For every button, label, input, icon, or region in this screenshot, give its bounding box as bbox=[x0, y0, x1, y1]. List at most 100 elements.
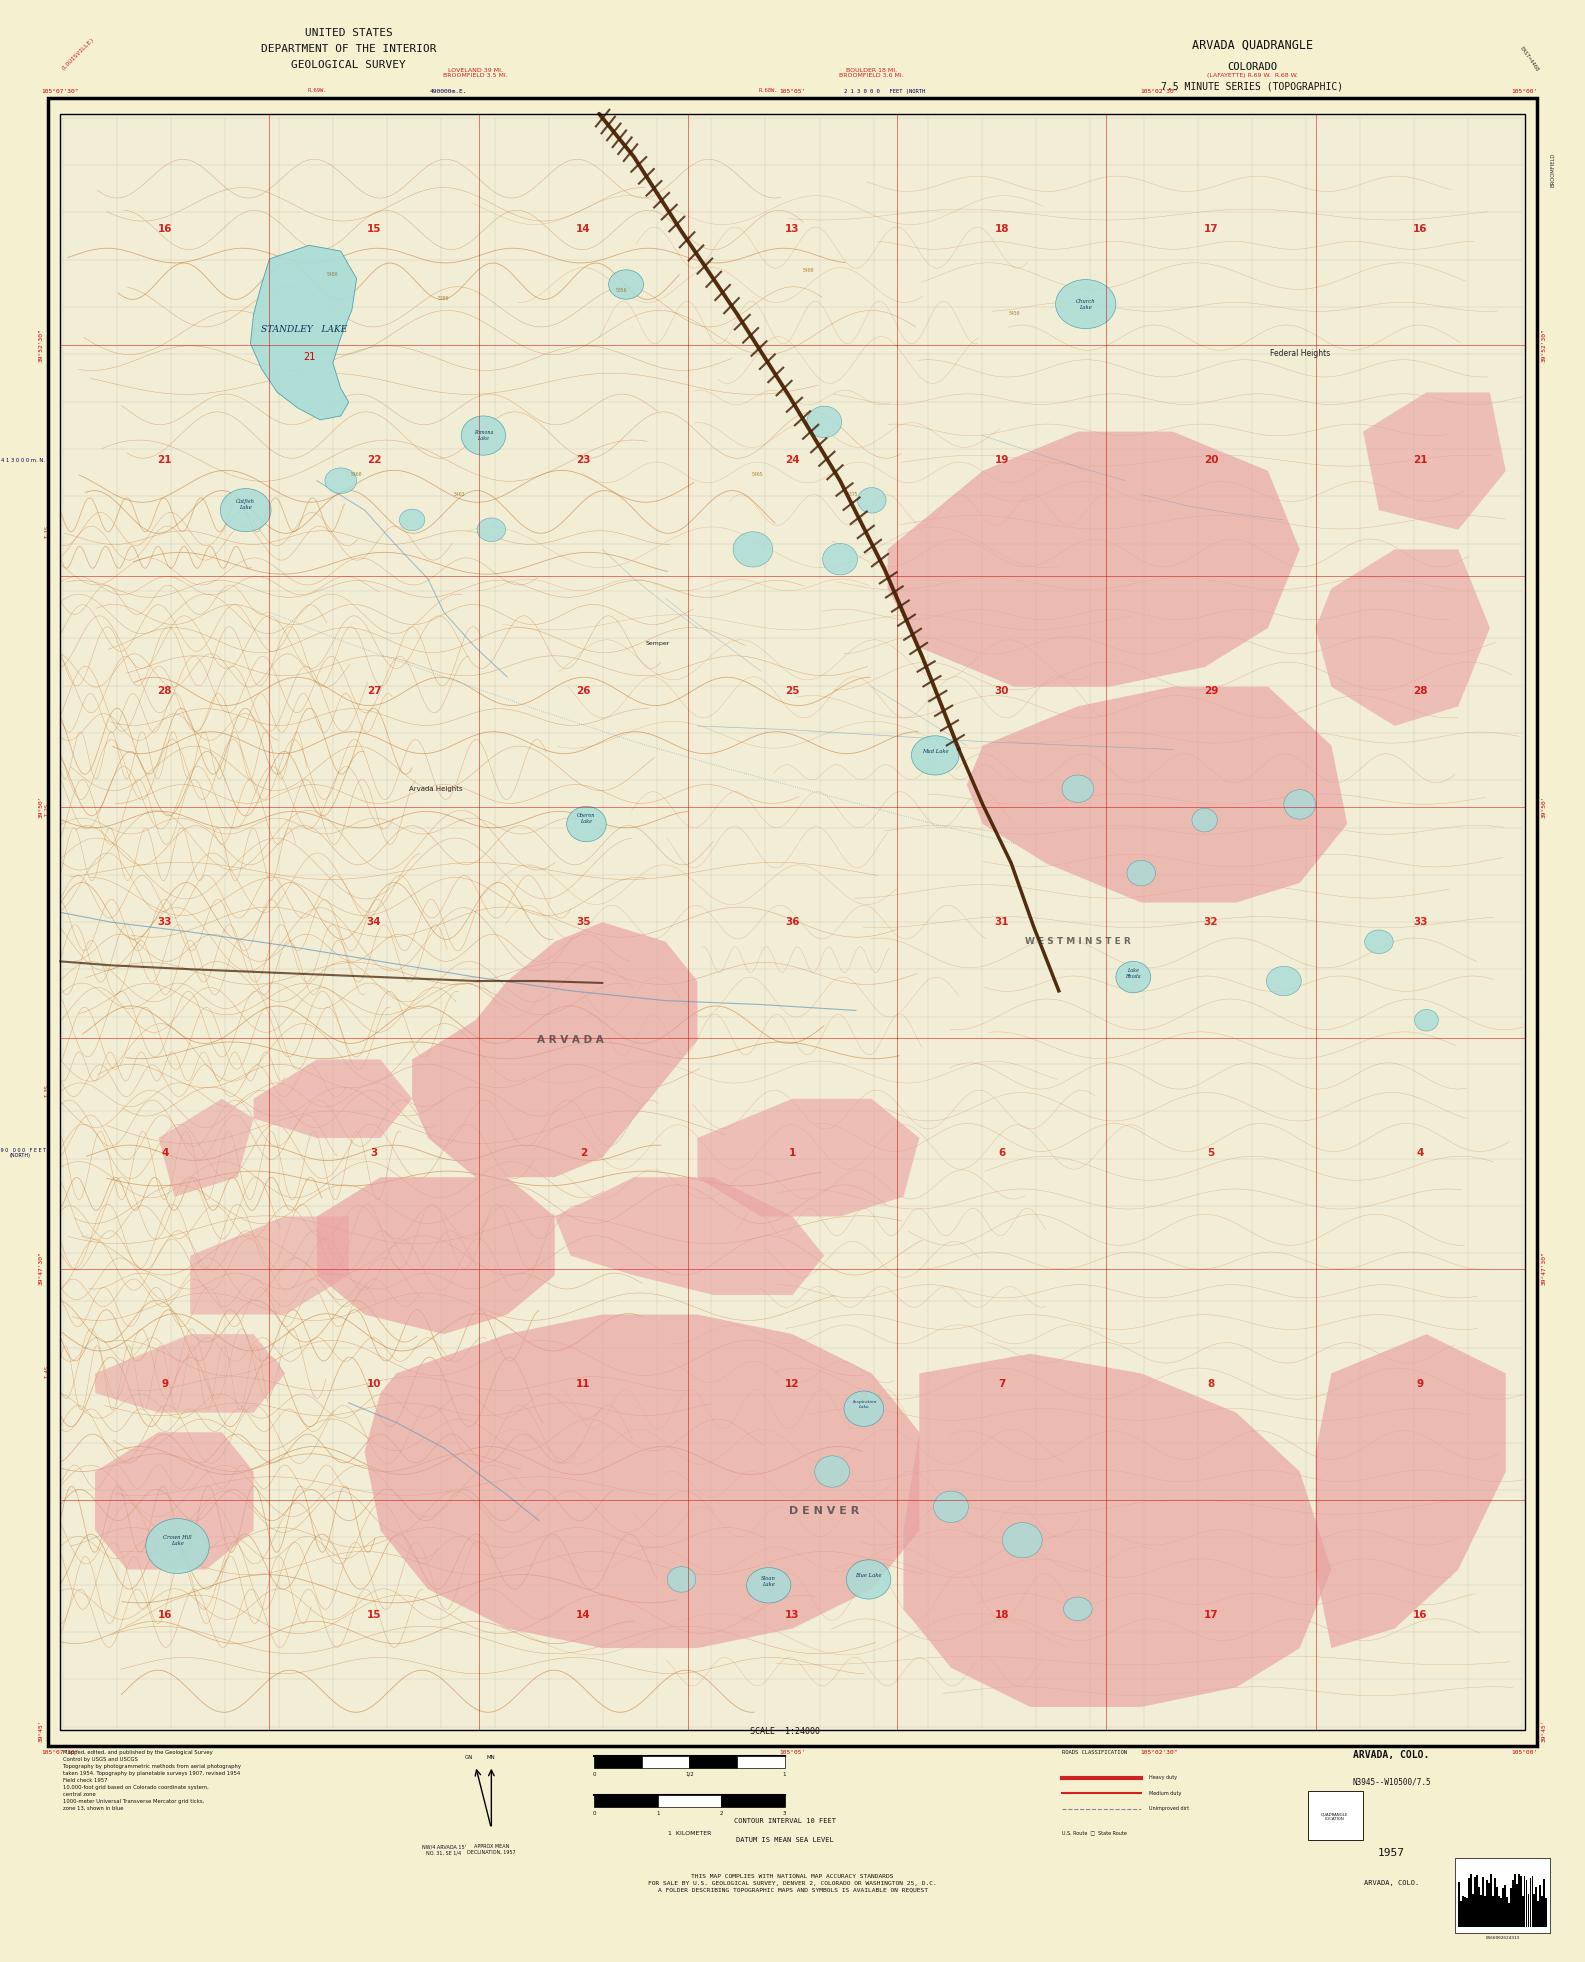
Text: 26: 26 bbox=[575, 687, 591, 697]
Text: DATUM IS MEAN SEA LEVEL: DATUM IS MEAN SEA LEVEL bbox=[735, 1836, 834, 1844]
Bar bbox=[1528, 1895, 1530, 1927]
Ellipse shape bbox=[1365, 930, 1393, 954]
Text: 15: 15 bbox=[366, 1611, 382, 1621]
Bar bbox=[689, 1756, 737, 1768]
Text: 31: 31 bbox=[994, 916, 1010, 928]
Bar bbox=[594, 1795, 658, 1807]
Ellipse shape bbox=[477, 518, 506, 542]
Bar bbox=[1455, 1858, 1550, 1933]
Text: Oberon
Lake: Oberon Lake bbox=[577, 812, 596, 824]
Text: 25: 25 bbox=[785, 687, 800, 697]
Text: Arvada Heights: Arvada Heights bbox=[409, 785, 463, 793]
Text: COLORADO: COLORADO bbox=[1227, 61, 1278, 73]
Ellipse shape bbox=[1116, 961, 1151, 993]
Bar bbox=[1468, 1878, 1469, 1927]
Polygon shape bbox=[250, 245, 357, 420]
Text: EAST=4468: EAST=4468 bbox=[1518, 45, 1541, 73]
Ellipse shape bbox=[1002, 1523, 1043, 1558]
Bar bbox=[1466, 1897, 1468, 1927]
Text: 14: 14 bbox=[575, 1611, 591, 1621]
Text: 29: 29 bbox=[1203, 687, 1219, 697]
Bar bbox=[1504, 1885, 1506, 1927]
Bar bbox=[1458, 1882, 1460, 1927]
Text: 1: 1 bbox=[656, 1811, 659, 1817]
Text: Sloan
Lake: Sloan Lake bbox=[761, 1575, 777, 1587]
Text: 105°02'30": 105°02'30" bbox=[1140, 88, 1178, 94]
Bar bbox=[1491, 1895, 1493, 1927]
Text: 105°00': 105°00' bbox=[1512, 1750, 1537, 1756]
Text: 105°07'30": 105°07'30" bbox=[41, 1750, 79, 1756]
Text: 27: 27 bbox=[366, 687, 382, 697]
Text: 3 9 0   0 0 0   F E E T
(NORTH): 3 9 0 0 0 0 F E E T (NORTH) bbox=[0, 1148, 46, 1158]
Text: 39°52'30": 39°52'30" bbox=[38, 328, 44, 361]
Text: 11: 11 bbox=[575, 1379, 591, 1389]
Text: 2: 2 bbox=[580, 1148, 586, 1158]
Text: Church
Lake: Church Lake bbox=[1076, 298, 1095, 310]
Bar bbox=[1522, 1897, 1523, 1927]
Bar bbox=[1512, 1880, 1514, 1927]
Ellipse shape bbox=[807, 406, 842, 438]
Text: 17: 17 bbox=[1203, 1611, 1219, 1621]
Text: 5463: 5463 bbox=[453, 492, 466, 496]
Text: 16: 16 bbox=[1412, 224, 1428, 233]
Bar bbox=[1490, 1874, 1491, 1927]
Polygon shape bbox=[158, 1099, 254, 1197]
Bar bbox=[60, 114, 1525, 1730]
Text: R.69W.: R.69W. bbox=[307, 88, 327, 92]
Text: 17: 17 bbox=[1203, 224, 1219, 233]
Bar bbox=[60, 114, 1525, 1730]
Polygon shape bbox=[190, 1216, 349, 1315]
Text: Heavy duty: Heavy duty bbox=[1149, 1776, 1178, 1780]
Text: T.2S.: T.2S. bbox=[44, 800, 51, 816]
Text: 5460: 5460 bbox=[350, 473, 363, 477]
Text: 28: 28 bbox=[1412, 687, 1428, 697]
Text: ARVADA, COLO.: ARVADA, COLO. bbox=[1365, 1880, 1419, 1885]
Ellipse shape bbox=[1127, 859, 1155, 885]
Bar bbox=[1541, 1895, 1544, 1927]
Text: SCALE  1:24000: SCALE 1:24000 bbox=[750, 1727, 819, 1736]
Text: 0: 0 bbox=[593, 1811, 596, 1817]
Text: 105°02'30": 105°02'30" bbox=[1140, 1750, 1178, 1756]
Text: UNITED STATES
DEPARTMENT OF THE INTERIOR
GEOLOGICAL SURVEY: UNITED STATES DEPARTMENT OF THE INTERIOR… bbox=[262, 29, 436, 69]
Text: 35: 35 bbox=[575, 916, 591, 928]
Text: 2: 2 bbox=[720, 1811, 723, 1817]
Ellipse shape bbox=[1415, 1008, 1439, 1032]
Text: 36: 36 bbox=[785, 916, 800, 928]
Ellipse shape bbox=[1056, 279, 1116, 330]
Text: 19: 19 bbox=[994, 455, 1010, 465]
Bar bbox=[1480, 1895, 1482, 1927]
Bar bbox=[1472, 1895, 1474, 1927]
Polygon shape bbox=[903, 1354, 1331, 1707]
Text: 5356: 5356 bbox=[615, 288, 628, 292]
Text: 21: 21 bbox=[303, 351, 315, 363]
Text: 0: 0 bbox=[593, 1772, 596, 1778]
Text: ROADS CLASSIFICATION: ROADS CLASSIFICATION bbox=[1062, 1750, 1127, 1756]
Text: 1: 1 bbox=[789, 1148, 796, 1158]
Polygon shape bbox=[1316, 549, 1490, 726]
Text: 32: 32 bbox=[1203, 916, 1219, 928]
Text: 4: 4 bbox=[162, 1148, 168, 1158]
Text: (LOUISVILLE): (LOUISVILLE) bbox=[60, 35, 95, 71]
Ellipse shape bbox=[325, 469, 357, 492]
Text: 14: 14 bbox=[575, 224, 591, 233]
Ellipse shape bbox=[857, 487, 886, 512]
Text: 39°45': 39°45' bbox=[1541, 1719, 1547, 1742]
Bar bbox=[642, 1756, 689, 1768]
Text: 5380: 5380 bbox=[437, 296, 450, 300]
Text: A R V A D A: A R V A D A bbox=[537, 1034, 604, 1046]
Bar bbox=[1539, 1885, 1541, 1927]
Text: 0166002624313: 0166002624313 bbox=[1485, 1936, 1520, 1940]
Text: 33: 33 bbox=[157, 916, 173, 928]
Bar bbox=[1506, 1897, 1507, 1927]
Text: Inspiration
Lake: Inspiration Lake bbox=[851, 1401, 877, 1409]
Text: 105°05': 105°05' bbox=[780, 1750, 805, 1756]
Text: 39°50': 39°50' bbox=[38, 795, 44, 818]
Text: ARVADA QUADRANGLE: ARVADA QUADRANGLE bbox=[1192, 39, 1312, 51]
Text: Lake
Rhoda: Lake Rhoda bbox=[1125, 967, 1141, 979]
Bar bbox=[1525, 1880, 1528, 1927]
Polygon shape bbox=[412, 922, 697, 1177]
Polygon shape bbox=[254, 1059, 412, 1138]
Text: 39°50': 39°50' bbox=[1541, 795, 1547, 818]
Text: BOULDER 18 MI.
BROOMFIELD 3.6 MI.: BOULDER 18 MI. BROOMFIELD 3.6 MI. bbox=[840, 67, 903, 78]
Text: Catfish
Lake: Catfish Lake bbox=[236, 498, 255, 510]
